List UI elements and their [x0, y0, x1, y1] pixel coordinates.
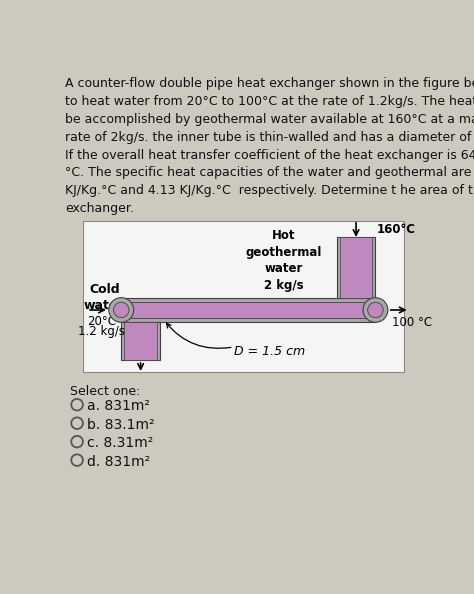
- Text: d. 831m²: d. 831m²: [87, 455, 150, 469]
- Text: 1.2 kg/s: 1.2 kg/s: [78, 326, 126, 339]
- Circle shape: [71, 454, 83, 466]
- Bar: [340, 237, 373, 298]
- Text: Select one:: Select one:: [70, 386, 140, 399]
- Circle shape: [109, 298, 134, 323]
- Circle shape: [368, 302, 383, 318]
- Text: c. 8.31m²: c. 8.31m²: [87, 436, 154, 450]
- Bar: [124, 323, 157, 360]
- Circle shape: [71, 399, 83, 410]
- Bar: [337, 237, 375, 298]
- Circle shape: [71, 436, 83, 447]
- Bar: [121, 298, 375, 323]
- Text: 100 °C: 100 °C: [392, 316, 432, 329]
- Text: A counter-flow double pipe heat exchanger shown in the figure below is
to heat w: A counter-flow double pipe heat exchange…: [65, 77, 474, 215]
- Bar: [121, 302, 375, 318]
- Bar: [82, 222, 404, 372]
- Text: a. 831m²: a. 831m²: [87, 399, 150, 413]
- Text: b. 83.1m²: b. 83.1m²: [87, 418, 155, 432]
- Text: 20°C: 20°C: [87, 315, 117, 328]
- Circle shape: [363, 298, 388, 323]
- Circle shape: [113, 302, 129, 318]
- Text: 160°C: 160°C: [377, 223, 416, 236]
- Circle shape: [71, 418, 83, 429]
- Bar: [121, 323, 160, 360]
- Text: D = 1.5 cm: D = 1.5 cm: [234, 345, 305, 358]
- Text: Hot
geothermal
water
2 kg/s: Hot geothermal water 2 kg/s: [246, 229, 322, 292]
- Text: Cold
water: Cold water: [84, 283, 125, 312]
